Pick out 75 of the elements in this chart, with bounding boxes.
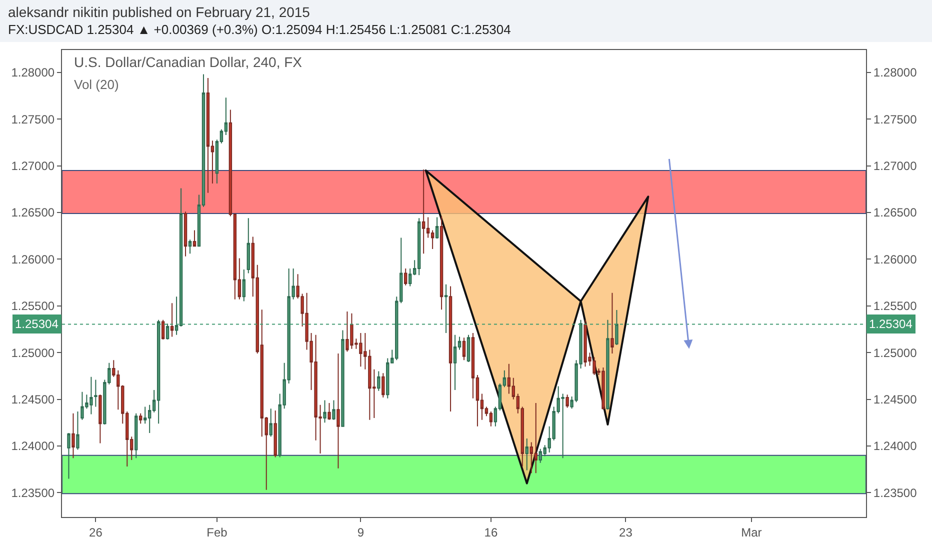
candlestick <box>242 268 246 302</box>
y2-tick-label: 1.27500 <box>873 112 918 126</box>
candlestick <box>453 334 457 390</box>
candlestick <box>462 337 466 361</box>
x-tick-label: 9 <box>357 525 364 540</box>
candlestick <box>440 216 444 310</box>
candlestick <box>489 410 493 427</box>
candlestick <box>534 402 538 474</box>
y-tick-label: 1.26000 <box>11 252 55 266</box>
candlestick <box>94 379 98 408</box>
candlestick <box>134 412 138 459</box>
candlestick <box>422 169 426 254</box>
x-tick-label: 23 <box>619 525 633 540</box>
candlestick <box>192 230 196 247</box>
candlestick <box>323 400 326 424</box>
candlestick <box>161 319 165 340</box>
candlestick <box>269 408 272 438</box>
candlestick <box>156 319 160 424</box>
y2-tick-label: 1.24000 <box>873 439 918 454</box>
y-tick-label: 1.24000 <box>11 439 55 454</box>
y2-tick-label: 1.26000 <box>873 252 918 266</box>
candlestick <box>184 211 188 257</box>
x-tick-label: Feb <box>206 525 228 540</box>
candlestick <box>610 292 614 354</box>
annotation: Vol (20) <box>74 77 119 92</box>
candlestick <box>444 284 448 334</box>
candlestick <box>435 216 439 240</box>
candlestick <box>466 334 470 362</box>
y-tick-label: 1.27500 <box>11 112 55 126</box>
chart-title: aleksandr nikitin published on February 21, 2015 <box>8 4 311 21</box>
candlestick <box>336 353 340 469</box>
candlestick <box>332 400 336 420</box>
y2-tick-label: 1.26500 <box>873 206 918 220</box>
candlestick <box>170 302 174 338</box>
y-tick-label: 1.27000 <box>11 159 55 174</box>
candlestick <box>246 218 250 274</box>
candlestick <box>606 319 610 410</box>
candlestick <box>448 286 452 412</box>
text: 1.25304 <box>15 317 58 331</box>
candlestick <box>328 402 331 420</box>
y2-tick-label: 1.25000 <box>873 346 918 360</box>
y-tick-label: 1.28000 <box>11 66 55 80</box>
candlestick <box>377 370 380 392</box>
y-tick-label: 1.25000 <box>11 346 55 360</box>
y2-tick-label: 1.23500 <box>873 486 918 500</box>
x-tick-label: 26 <box>89 525 103 540</box>
x-tick-label: 16 <box>484 525 498 540</box>
y2-tick-label: 1.24500 <box>873 392 918 407</box>
candlestick <box>188 239 192 254</box>
candlestick <box>139 412 142 424</box>
annotation: U.S. Dollar/Canadian Dollar, 240, FX <box>74 54 303 70</box>
candlestick <box>166 323 170 340</box>
candlestick <box>404 268 408 286</box>
chart-subtitle: FX:USDCAD 1.25304 ▲ +0.00369 (+0.3%) O:1.25094 H:1.25456 L:1.25081 C:1.25304 <box>8 21 512 39</box>
y-tick-label: 1.24500 <box>11 392 55 407</box>
candlestick <box>341 330 344 427</box>
candlestick <box>72 412 75 459</box>
y2-tick-label: 1.25500 <box>873 299 918 314</box>
y-tick-label: 1.25500 <box>11 299 55 314</box>
candlestick <box>206 78 210 194</box>
candlestick <box>417 218 421 276</box>
candlestick <box>382 372 385 398</box>
ref-line-label: 1.25304 <box>869 317 913 331</box>
x-tick-label: Mar <box>741 525 762 540</box>
candlestick <box>525 438 528 471</box>
y2-tick-label: 1.28000 <box>873 66 918 80</box>
candlestick <box>98 394 102 444</box>
candlestick <box>566 394 569 408</box>
candlestick <box>67 432 70 480</box>
candlestick <box>76 410 80 450</box>
candlestick <box>274 410 277 458</box>
y-tick-label: 1.26500 <box>11 206 55 220</box>
y2-tick-label: 1.27000 <box>873 159 918 174</box>
y-tick-label: 1.23500 <box>11 486 55 500</box>
candlestick <box>615 310 618 346</box>
